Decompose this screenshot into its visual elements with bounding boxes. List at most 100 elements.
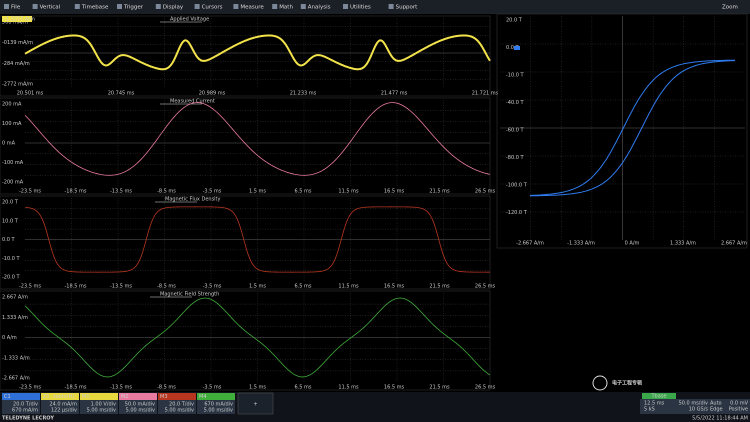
trigger-type: Edge [710,407,723,413]
menu-icon [343,4,348,9]
x-label: 16.5 ms [384,189,405,195]
zoom-button[interactable]: Zoom [722,5,738,11]
y-label: -120.0 T [506,210,528,216]
watermark: 电子工程专辑 [612,380,642,387]
watermark-icon [592,375,608,391]
x-label: 16.5 ms [384,385,405,391]
tile-name: M3 [160,394,168,400]
y-label: -60.0 T [506,128,525,134]
x-label: 21.477 ms [381,91,408,97]
status-body [640,399,750,414]
tile-name: M1 [82,394,90,400]
tile-header [119,393,157,400]
y-label: 1.333 A/m [2,315,28,321]
y-label: -284 mA/m [2,61,30,67]
x-label: 26.5 ms [475,284,496,290]
y-label: 0.0 T [2,237,16,243]
x-label: 11.5 ms [338,385,359,391]
x-label: 26.5 ms [475,189,496,195]
x-label: -8.5 ms [157,284,176,290]
x-label: 21.721 ms [472,91,499,97]
menu-item[interactable]: Vertical [40,5,61,11]
x-label: 11.5 ms [338,189,359,195]
menu-icon [233,4,239,9]
y-label: -100.0 T [506,183,528,189]
trace-tag [2,16,32,22]
tile-header [41,393,79,400]
x-label: -23.5 ms [19,189,41,195]
menu-item[interactable]: Timebase [81,5,109,11]
menu-item[interactable]: Utilities [350,5,371,11]
panel-frame [0,15,491,97]
waveform [24,206,490,273]
tile-body [41,400,79,414]
menu-item[interactable]: Measure [240,5,264,11]
trace-label: Applied Voltage [170,17,209,23]
menu-icon [32,4,38,9]
status-line: 50.0 ms/div [679,401,708,407]
menu-item[interactable]: Trigger [123,5,144,11]
trigger-level: 0.0 mV [730,401,748,407]
status-header[interactable] [642,393,676,399]
y-label: -0139 mA/m [2,40,33,46]
trigger-slope: Positive [729,407,748,413]
tile-line: 5.00 ms/div [165,408,194,414]
menu-item[interactable]: Cursors [202,5,223,11]
add-symbol: + [253,402,257,408]
y-label: -100 mA [2,160,24,166]
tile-line: 122 µs/div [51,408,77,414]
tile-line: 20.0 T/div [13,402,38,408]
x-label: 1.5 ms [249,189,266,195]
menu-icon [155,4,161,9]
x-label: -1.333 A/m [567,241,595,247]
x-label: -3.5 ms [203,385,222,391]
x-label: -8.5 ms [157,189,176,195]
tile-line: 24.0 mA/m [49,402,77,408]
tile-name: M2 [121,394,129,400]
x-label: 20.989 ms [199,91,226,97]
tile-line: 670 mA/m [12,408,38,414]
menu-item[interactable]: Math [279,5,293,11]
add-tile[interactable] [237,392,274,415]
menu-item[interactable]: File [11,5,21,11]
tile-header [80,393,118,400]
tile-body [197,400,235,414]
y-label: 0 A/m [2,335,17,341]
menu-item[interactable]: Support [396,5,419,11]
tile-line: 20.0 T/div [169,402,194,408]
x-label: 0 A/m [625,241,640,247]
x-label: -23.5 ms [19,284,41,290]
tile-body [2,400,40,414]
y-label: 100 mA [2,121,22,127]
trace-label: Measured Current [170,99,215,105]
menu-item[interactable]: Display [163,5,184,11]
x-label: -18.5 ms [64,189,86,195]
x-label: -13.5 ms [110,385,132,391]
tile-name: Z1 [43,394,50,400]
tile-sub: zoom(H) [53,394,74,400]
menu-icon [300,4,306,9]
y-label: -2772 mA/m [2,82,33,88]
hysteresis-loop [530,60,735,197]
y-label: 2.667 A/m [2,295,28,301]
menu-icon [74,4,80,9]
tile-header [197,393,235,400]
x-label: -18.5 ms [64,385,86,391]
y-label: -2.667 A/m [2,376,30,382]
x-label: 16.5 ms [384,284,405,290]
x-label: 21.233 ms [290,91,317,97]
menu-item[interactable]: Analysis [308,5,331,11]
x-label: 1.5 ms [249,385,266,391]
x-label: -3.5 ms [203,284,222,290]
menu-icon [272,4,278,9]
y-label: 20.0 T [2,200,19,206]
x-label: -13.5 ms [110,189,132,195]
y-label: -20.0 T [2,275,21,281]
y-label: -10.0 T [506,73,525,79]
